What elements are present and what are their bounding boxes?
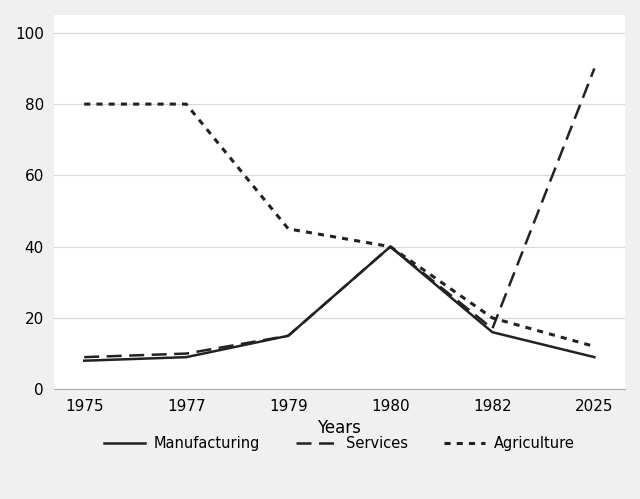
Manufacturing xyxy=(488,329,496,335)
Legend: Manufacturing, Services, Agriculture: Manufacturing, Services, Agriculture xyxy=(98,430,580,457)
Manufacturing xyxy=(591,354,598,360)
Services xyxy=(182,351,190,357)
Services xyxy=(284,333,292,339)
Line: Agriculture: Agriculture xyxy=(84,104,595,346)
X-axis label: Years: Years xyxy=(317,420,361,438)
Agriculture xyxy=(284,226,292,232)
Manufacturing xyxy=(182,354,190,360)
Services xyxy=(387,244,394,250)
Manufacturing xyxy=(284,333,292,339)
Manufacturing xyxy=(387,244,394,250)
Agriculture xyxy=(81,101,88,107)
Services xyxy=(488,326,496,332)
Services xyxy=(81,354,88,360)
Agriculture xyxy=(182,101,190,107)
Line: Manufacturing: Manufacturing xyxy=(84,247,595,361)
Agriculture xyxy=(591,343,598,349)
Agriculture xyxy=(387,244,394,250)
Agriculture xyxy=(488,315,496,321)
Services xyxy=(591,65,598,71)
Manufacturing xyxy=(81,358,88,364)
Line: Services: Services xyxy=(84,68,595,357)
